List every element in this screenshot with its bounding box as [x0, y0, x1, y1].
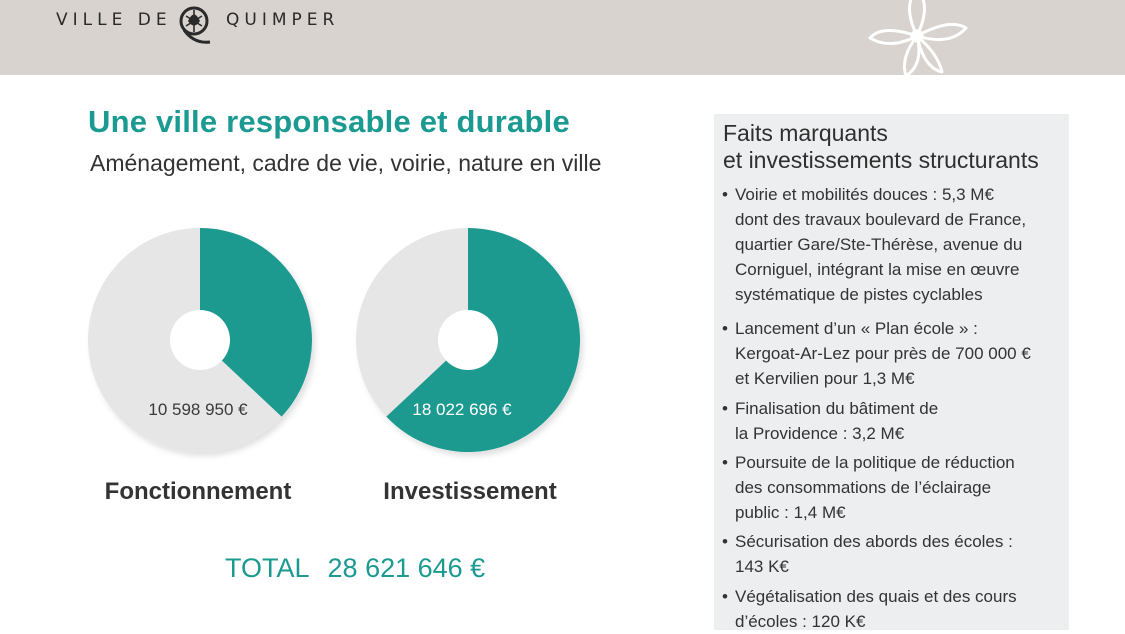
chart-value-label: 10 598 950 € [148, 400, 248, 419]
list-item-text: Poursuite de la politique de réduction d… [735, 453, 1015, 522]
list-item-text: Végétalisation des quais et des cours d’… [735, 587, 1017, 631]
panel-heading-line1: Faits marquants [723, 120, 888, 146]
donut-chart-0 [88, 228, 313, 452]
donut-chart-1 [356, 228, 581, 453]
list-item-text: Sécurisation des abords des écoles : 143… [735, 532, 1013, 576]
pie-slice-value [200, 228, 313, 417]
flower-outline-icon [868, 0, 968, 78]
page-title: Une ville responsable et durable [88, 104, 570, 139]
list-item-text: Voirie et mobilités douces : 5,3 M€ dont… [735, 185, 1027, 304]
donut-hole [438, 310, 498, 370]
highlights-panel: Faits marquants et investissements struc… [714, 114, 1069, 631]
page-subtitle: Aménagement, cadre de vie, voirie, natur… [90, 150, 602, 176]
list-item: • Sécurisation des abords des écoles : 1… [722, 529, 1062, 579]
list-item-text: Finalisation du bâtiment de la Providenc… [735, 399, 939, 443]
chart-value-label: 18 022 696 € [412, 400, 512, 419]
list-item: • Poursuite de la politique de réduction… [722, 450, 1062, 525]
list-item: • Végétalisation des quais et des cours … [722, 584, 1062, 634]
list-item: • Voirie et mobilités douces : 5,3 M€ do… [722, 182, 1062, 307]
bullet-glyph: • [722, 532, 728, 551]
list-item-text: Lancement d’un « Plan école » : Kergoat-… [735, 319, 1031, 388]
bullet-glyph: • [722, 185, 728, 204]
list-item: • Lancement d’un « Plan école » : Kergoa… [722, 316, 1062, 391]
bullet-glyph: • [722, 587, 728, 606]
pie-charts-svg [88, 228, 581, 453]
panel-heading-line2: et investissements structurants [723, 147, 1039, 173]
list-item: • Finalisation du bâtiment de la Provide… [722, 396, 1062, 446]
bullet-glyph: • [722, 399, 728, 418]
brand-text-quimper: QUIMPER [226, 10, 340, 30]
chart-title-investissement: Investissement [383, 478, 557, 505]
donut-hole [170, 310, 230, 370]
quimper-emblem-icon [179, 6, 211, 44]
budget-charts: 10 598 950 € 18 022 696 € Fonctionnement… [88, 228, 581, 505]
bullet-glyph: • [722, 319, 728, 338]
chart-title-fonctionnement: Fonctionnement [104, 478, 292, 505]
total-value: 28 621 646 € [327, 553, 486, 583]
panel-heading: Faits marquants et investissements struc… [723, 120, 1039, 174]
header-bar: VILLE DE QUIMPER [0, 0, 1125, 78]
bullet-glyph: • [722, 453, 728, 472]
total-label: TOTAL [225, 553, 310, 583]
total-line: TOTAL 28 621 646 € [225, 553, 485, 584]
brand-text-ville-de: VILLE DE [56, 10, 172, 30]
